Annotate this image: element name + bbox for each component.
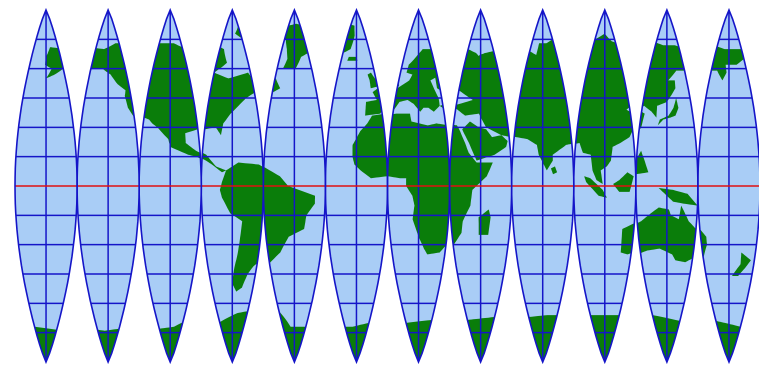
gore-4-outline: [200, 7, 265, 365]
gore-3-outline: [138, 7, 203, 365]
gore-9-outline: [510, 7, 575, 365]
north-america-land: [144, 43, 201, 159]
greenland-land: [282, 23, 308, 69]
great-britain-land: [367, 72, 378, 89]
iceland-land: [347, 56, 358, 61]
australia-land: [620, 223, 635, 255]
new-zealand-land: [732, 252, 751, 276]
gore-7-outline: [386, 7, 451, 365]
new-guinea-land: [658, 188, 698, 206]
asia-land: [639, 42, 685, 131]
antarctica-land: [219, 311, 248, 362]
gore-12-outline: [697, 7, 759, 365]
gore-11-outline: [634, 7, 699, 365]
gore-8-outline: [448, 7, 513, 365]
gore-10-outline: [573, 7, 637, 365]
north-america-land: [45, 47, 64, 79]
gore-outline-layer: [14, 7, 759, 365]
gore-5-outline: [262, 7, 327, 365]
europe-land: [365, 88, 382, 116]
gore-1-outline: [14, 7, 78, 365]
gore-2-outline: [76, 7, 141, 365]
north-america-land: [272, 77, 281, 93]
asia-land: [455, 51, 510, 137]
south-america-land: [219, 162, 264, 292]
sumatra-land: [584, 176, 607, 198]
europe-land: [393, 49, 440, 112]
gore-6-outline: [324, 7, 389, 365]
north-america-land: [202, 47, 255, 173]
japan-land: [657, 98, 679, 126]
arabia-land: [462, 121, 508, 161]
australia-land: [699, 229, 707, 259]
sri-lanka-land: [550, 166, 558, 175]
asia-land: [711, 46, 744, 81]
antarctica-land: [716, 320, 741, 362]
asia-land: [434, 68, 444, 109]
borneo-land: [613, 172, 634, 192]
africa-land: [352, 114, 388, 179]
